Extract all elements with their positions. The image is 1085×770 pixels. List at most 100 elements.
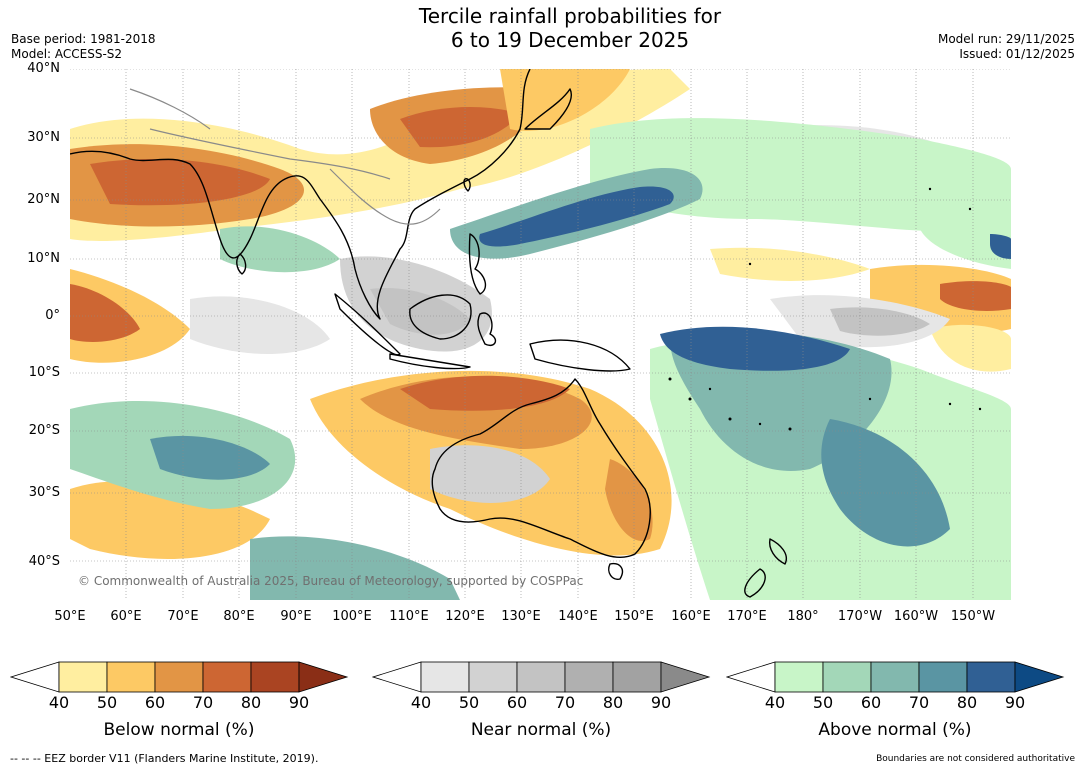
colorbar-below-segment [202,661,252,693]
colorbar-above-segment [918,661,968,693]
colorbar-tick: 80 [240,693,262,712]
colorbar-tick: 50 [812,693,834,712]
lon-label: 90°E [280,609,312,624]
colorbar-tick: 80 [956,693,978,712]
boundaries-disclaimer: Boundaries are not considered authoritat… [876,754,1075,764]
below-region-south-pacific [930,324,1011,372]
colorbar-label-below: Below normal (%) [103,720,255,740]
lon-label: 130°E [501,609,541,624]
coast-sulawesi [477,312,497,346]
lat-label: 20°S [28,423,60,438]
copyright-notice: © Commonwealth of Australia 2025, Bureau… [78,574,583,588]
lon-label: 120°E [445,609,485,624]
colorbar-tick: 50 [96,693,118,712]
colorbar-below-low-extend [10,661,60,693]
colorbar-near-low-extend [372,661,422,693]
near-region-australia-west [430,445,550,503]
coast-taiwan [463,178,471,192]
coast-southeast-asia [319,69,531,320]
issued-date: Issued: 01/12/2025 [959,47,1075,61]
graticule [70,69,1011,600]
lat-label: 40°N [27,61,60,76]
colorbar-tick: 80 [602,693,624,712]
colorbar-above-low-extend [726,661,776,693]
coast-arabia-india [70,150,321,259]
map-title: Tercile rainfall probabilities for 6 to … [0,4,1085,52]
lon-label: 140°E [558,609,598,624]
country-borders [129,88,441,225]
above-region-south-indian-core [150,435,270,480]
colorbar-above-segment [774,661,824,693]
colorbar-tick: 60 [506,693,528,712]
lon-label: 180° [787,609,819,624]
colorbar-near-segment [564,661,614,693]
above-region-north-pacific [590,118,1011,232]
above-region-south-pacific-core [660,326,850,371]
colorbar-above-high-extend [1014,661,1065,693]
below-region-indian-ocean-core [70,284,140,342]
lat-label: 0° [45,308,60,323]
model-name: Model: ACCESS-S2 [11,47,123,61]
above-region-southern-ocean [250,536,460,600]
colorbar-near-normal [372,661,711,693]
lat-label: 40°S [28,554,60,569]
border-himalaya [149,128,391,180]
above-region-east-pacific-spot [990,234,1011,259]
lat-label: 20°N [27,192,60,207]
colorbar-label-near: Near normal (%) [470,720,612,740]
rainfall-probability-map: © Commonwealth of Australia 2025, Bureau… [70,69,1011,600]
eez-border-note: -- -- -- EEZ border V11 (Flanders Marine… [10,752,319,765]
colorbar-tick: 40 [764,693,786,712]
base-period: Base period: 1981-2018 [11,32,156,46]
colorbar-near-segment [516,661,566,693]
coast-new-zealand-north [768,538,787,565]
lat-label: 10°N [27,251,60,266]
lon-label: 160°W [893,609,939,624]
pacific-islands [668,187,982,431]
below-region-central-pacific [710,247,870,281]
near-region-indian [190,296,330,354]
below-region-australia-core [400,375,570,411]
colorbar-below-segment [154,661,204,693]
lon-label: 170°E [727,609,767,624]
lon-label: 50°E [54,609,86,624]
colorbar-tick: 60 [860,693,882,712]
lon-label: 160°E [671,609,711,624]
lon-label: 170°W [837,609,883,624]
colorbar-tick: 70 [192,693,214,712]
near-region-pacific-core [830,307,930,336]
coast-tasmania [608,562,624,580]
lon-label: 100°E [332,609,372,624]
coast-new-guinea [529,339,631,372]
coast-australia [431,378,651,558]
lon-label: 150°W [950,609,996,624]
colorbar-label-above: Above normal (%) [818,720,972,740]
below-normal-regions [70,69,1011,559]
coast-japan [524,88,572,130]
lon-label: 60°E [110,609,142,624]
border-china-south [329,168,441,225]
lat-label: 30°N [27,130,60,145]
colorbar-tick: 70 [908,693,930,712]
below-region-west-pacific [500,69,630,131]
colorbar-near-segment [612,661,662,693]
colorbar-above-segment [870,661,920,693]
coast-sumatra [334,293,401,356]
lat-label: 30°S [28,485,60,500]
colorbar-above-segment [966,661,1016,693]
colorbar-tick: 90 [288,693,310,712]
above-normal-regions [70,118,1011,600]
below-region-east-pacific-core [940,281,1011,311]
coast-borneo [409,294,472,340]
colorbar-above-normal [726,661,1065,693]
coast-java [389,353,471,370]
below-region-australia-east [605,459,653,541]
above-region-philippine-band-core [479,186,674,247]
colorbar-above-segment [822,661,872,693]
title-line-2: 6 to 19 December 2025 [450,28,690,52]
colorbar-below-normal [10,661,349,693]
colorbar-below-segment [106,661,156,693]
lon-label: 70°E [167,609,199,624]
metadata-left: Base period: 1981-2018 Model: ACCESS-S2 [11,32,156,62]
title-line-1: Tercile rainfall probabilities for [418,4,722,28]
